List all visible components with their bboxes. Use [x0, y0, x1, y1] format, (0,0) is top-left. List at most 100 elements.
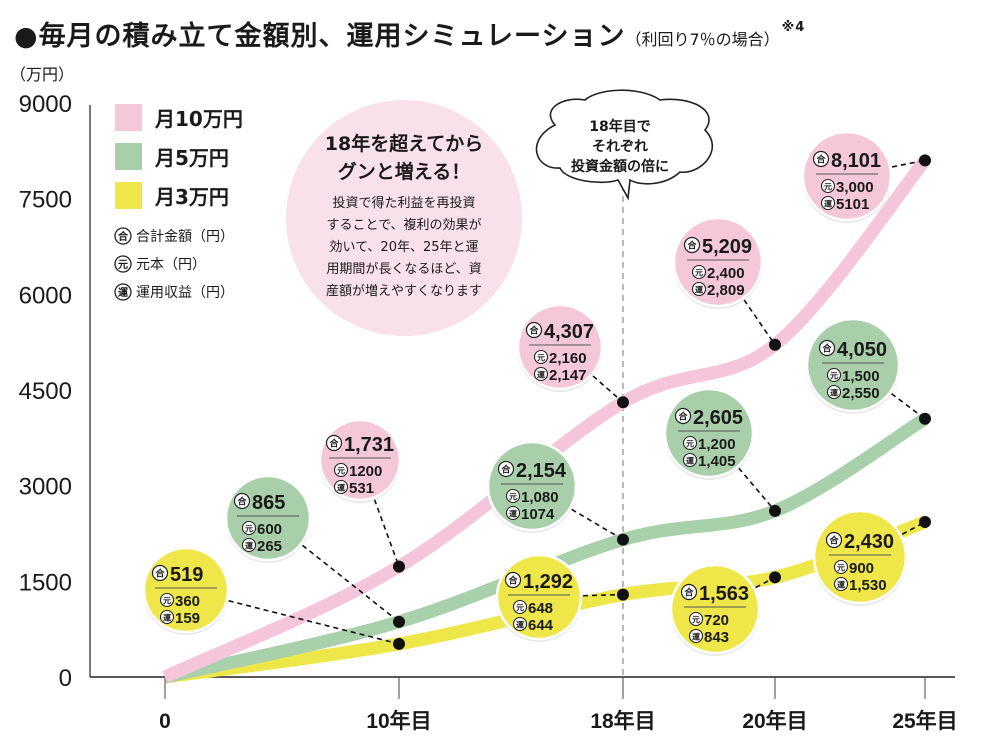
- principal-badge-symbol: 元: [695, 269, 703, 278]
- legend-key-label: 元本（円）: [136, 257, 206, 273]
- y-tick-label: 3000: [19, 474, 72, 501]
- total-badge-icon: [812, 150, 830, 168]
- bubble-gain-value: 843: [704, 629, 729, 646]
- principal-badge-symbol: 元: [830, 372, 838, 381]
- legend-key-badge-icon: [114, 255, 132, 273]
- gain-badge-icon: [691, 281, 707, 297]
- legend-key-label: 運用収益（円）: [136, 285, 234, 301]
- leader-line: [592, 375, 624, 403]
- legend-swatch-yellow: [115, 182, 142, 209]
- title-bullet: ●: [14, 21, 39, 52]
- bubble-gain-value: 531: [349, 480, 374, 497]
- gain-badge-symbol: 運: [830, 388, 838, 398]
- legend-key-badge-symbol: 合: [117, 230, 129, 243]
- note-body-line: することで、複利の効果が: [326, 217, 481, 233]
- bubble-gain-value: 1074: [521, 506, 555, 523]
- gain-badge-icon: [533, 366, 549, 382]
- gain-badge-icon: [820, 195, 836, 211]
- note-body-line: 産額が増えやすくなります: [326, 283, 482, 299]
- leader-line: [301, 544, 400, 623]
- principal-badge-symbol: 元: [509, 493, 517, 502]
- total-badge-symbol: 合: [329, 438, 339, 450]
- title-main: 毎月の積み立て金額別、運用シミュレーション: [38, 21, 626, 52]
- gain-badge-symbol: 運: [337, 483, 345, 493]
- total-badge-icon: [325, 434, 343, 452]
- y-axis-unit-label: （万円）: [10, 65, 74, 84]
- principal-badge-icon: [505, 488, 521, 504]
- y-tick-label: 4500: [19, 378, 72, 405]
- chart-title: ●毎月の積み立て金額別、運用シミュレーション（利回り7％の場合）※4: [14, 14, 805, 53]
- gain-badge-symbol: 運: [245, 541, 253, 551]
- value-bubble-pink: 合 1,731 元 1200 運 531: [318, 418, 402, 503]
- x-tick-label: 0: [159, 710, 171, 733]
- principal-badge-icon: [533, 349, 549, 365]
- total-badge-symbol: 合: [678, 411, 688, 423]
- total-badge-symbol: 合: [237, 496, 247, 508]
- data-point-yellow: [769, 571, 781, 584]
- bubble-total-value: 865: [252, 492, 285, 514]
- total-badge-symbol: 合: [529, 325, 539, 337]
- bubble-principal-value: 648: [528, 600, 553, 617]
- total-badge-icon: [825, 531, 843, 549]
- value-bubble-yellow: 合 2,430 元 900 運 1,530: [812, 509, 908, 606]
- gain-badge-icon: [333, 479, 349, 495]
- total-badge-symbol: 合: [508, 575, 518, 587]
- principal-badge-symbol: 元: [245, 525, 253, 534]
- value-bubble-green: 合 2,154 元 1,080 運 1074: [486, 440, 578, 533]
- legend-key-badge-icon: [114, 283, 132, 301]
- total-badge-icon: [680, 583, 698, 601]
- bubble-gain-value: 644: [528, 617, 554, 634]
- title-footnote-mark: ※4: [781, 20, 806, 35]
- total-badge-symbol: 合: [822, 343, 832, 355]
- gain-badge-icon: [512, 616, 528, 632]
- bubble-principal-value: 2,400: [707, 265, 745, 282]
- value-bubble-yellow: 合 1,292 元 648 運 644: [495, 553, 583, 642]
- gain-badge-icon: [826, 384, 842, 400]
- legend-label: 月3万円: [154, 185, 229, 209]
- total-badge-symbol: 合: [829, 535, 839, 547]
- legend-key-badge-icon: [114, 227, 132, 245]
- cloud-callout: [535, 89, 713, 201]
- gain-badge-symbol: 運: [695, 285, 703, 295]
- principal-badge-symbol: 元: [163, 597, 171, 606]
- principal-badge-icon: [159, 592, 175, 608]
- y-tick-label: 0: [59, 665, 72, 692]
- legend-key-badge-symbol: 運: [118, 287, 128, 299]
- leader-line: [228, 600, 400, 645]
- x-tick-label: 10年目: [366, 709, 431, 733]
- leader-line: [373, 499, 400, 567]
- value-bubble-yellow: 合 519 元 360 運 159: [142, 546, 230, 635]
- principal-badge-symbol: 元: [837, 564, 845, 573]
- principal-badge-symbol: 元: [537, 354, 545, 363]
- principal-badge-icon: [820, 178, 836, 194]
- total-badge-icon: [683, 236, 701, 254]
- x-tick-label: 18年目: [590, 709, 655, 733]
- gain-badge-icon: [688, 628, 704, 644]
- gain-badge-symbol: 運: [509, 509, 517, 519]
- value-bubble-pink: 合 5,209 元 2,400 運 2,809: [672, 216, 764, 309]
- principal-badge-icon: [512, 599, 528, 615]
- bubble-principal-value: 360: [175, 593, 200, 610]
- y-tick-label: 7500: [19, 187, 72, 214]
- value-bubble-pink: 合 8,101 元 3,000 運 5101: [801, 130, 893, 223]
- value-bubble-pink: 合 4,307 元 2,160 運 2,147: [516, 303, 604, 392]
- y-tick-label: 9000: [19, 91, 72, 118]
- bubble-principal-value: 720: [704, 612, 729, 629]
- bubble-total-value: 1,731: [344, 434, 394, 456]
- principal-badge-symbol: 元: [692, 616, 700, 625]
- total-badge-icon: [151, 564, 169, 582]
- bubble-principal-value: 600: [257, 521, 282, 538]
- cloud-callout-line: それぞれ: [592, 139, 648, 155]
- gain-badge-icon: [505, 505, 521, 521]
- data-point-yellow: [393, 637, 405, 650]
- note-bubble: [286, 100, 522, 336]
- leader-line: [743, 299, 776, 346]
- data-point-pink: [769, 338, 781, 351]
- total-badge-symbol: 合: [155, 568, 165, 580]
- bubble-principal-value: 2,160: [549, 350, 587, 367]
- bubble-principal-value: 900: [849, 560, 874, 577]
- gain-badge-icon: [159, 609, 175, 625]
- title-subtitle: （利回り7％の場合）: [625, 30, 780, 49]
- note-heading-line: 18年を超えてから: [325, 132, 484, 155]
- legend-label: 月10万円: [154, 107, 243, 131]
